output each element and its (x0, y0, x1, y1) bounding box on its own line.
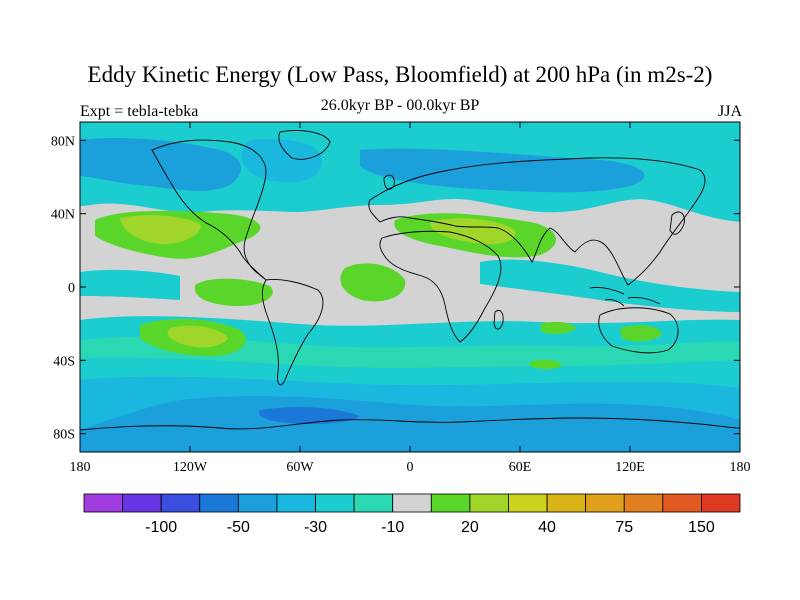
field-contour (80, 336, 740, 368)
lon-tick-label: 180 (70, 460, 91, 475)
colorbar: -100 -50 -30 -10 20 40 75 150 (83, 493, 741, 536)
coast-indonesia (589, 287, 661, 307)
coastlines (80, 130, 740, 431)
colorbar-swatch (237, 493, 278, 513)
lon-tick-label: 60W (286, 460, 314, 475)
chart-title: Eddy Kinetic Energy (Low Pass, Bloomfiel… (87, 62, 713, 87)
colorbar-swatch (392, 493, 432, 513)
lon-tick-label: 0 (407, 460, 414, 475)
season-label: JJA (717, 103, 742, 120)
field-contour (194, 278, 273, 306)
colorbar-swatch (469, 493, 509, 513)
lon-tick-label: 120W (173, 460, 208, 475)
coast-eurasia (368, 157, 706, 286)
coast-australia (598, 307, 679, 354)
colorbar-swatch (508, 493, 548, 513)
colorbar-swatch (430, 493, 471, 513)
coast-antarctica (80, 417, 740, 431)
colorbar-label: 75 (615, 519, 633, 536)
field-contour (540, 321, 576, 335)
field-contour (80, 396, 740, 452)
colorbar-label: -30 (304, 519, 327, 536)
longitude-axis: 180 120W 60W 0 60E 120E 180 (70, 122, 751, 475)
colorbar-swatch (315, 493, 355, 513)
colorbar-label: 20 (461, 519, 479, 536)
lon-tick-label: 60E (509, 460, 532, 475)
period-label: 26.0kyr BP - 00.0kyr BP (320, 97, 480, 114)
colorbar-label: 40 (538, 519, 556, 536)
colorbar-swatch (160, 493, 201, 513)
lat-tick-label: 80N (51, 134, 75, 149)
lon-tick-label: 120E (615, 460, 645, 475)
colorbar-swatch (623, 493, 664, 513)
coast-africa (379, 230, 502, 343)
lat-tick-label: 40N (51, 208, 75, 223)
colorbar-label: -100 (145, 519, 177, 536)
colorbar-swatch (83, 493, 123, 513)
colorbar-label: -50 (227, 519, 250, 536)
coast-madagascar (493, 310, 504, 330)
field-contour (241, 139, 322, 183)
lat-tick-label: 80S (53, 428, 75, 443)
field-contour (258, 407, 360, 424)
coast-japan (669, 211, 685, 235)
field-contour (620, 325, 662, 342)
field-contour (167, 325, 228, 348)
field-contour (340, 263, 406, 302)
field-contour (480, 259, 740, 312)
field-contour (80, 269, 180, 300)
colorbar-swatch (546, 493, 587, 513)
lat-tick-label: 0 (68, 281, 75, 296)
coast-greenland (278, 130, 331, 160)
field-contour (360, 148, 645, 193)
colorbar-swatch (353, 493, 394, 513)
coast-north-america (151, 139, 267, 281)
coast-south-america (261, 279, 324, 386)
field-contour (530, 359, 562, 369)
colorbar-swatch (199, 493, 239, 513)
colorbar-swatch (276, 493, 316, 513)
lat-tick-label: 40S (53, 354, 75, 369)
lon-tick-label: 180 (730, 460, 751, 475)
field-contour (120, 215, 201, 245)
colorbar-swatch (701, 493, 741, 513)
map-field (80, 122, 740, 452)
experiment-label: Expt = tebla-tebka (80, 103, 199, 120)
colorbar-label: -10 (381, 519, 404, 536)
colorbar-swatch (122, 493, 162, 513)
coast-british-isles (383, 174, 395, 190)
colorbar-swatch (585, 493, 625, 513)
colorbar-label: 150 (688, 519, 715, 536)
colorbar-swatch (662, 493, 702, 513)
latitude-axis: 80N 40N 0 40S 80S (51, 134, 740, 443)
